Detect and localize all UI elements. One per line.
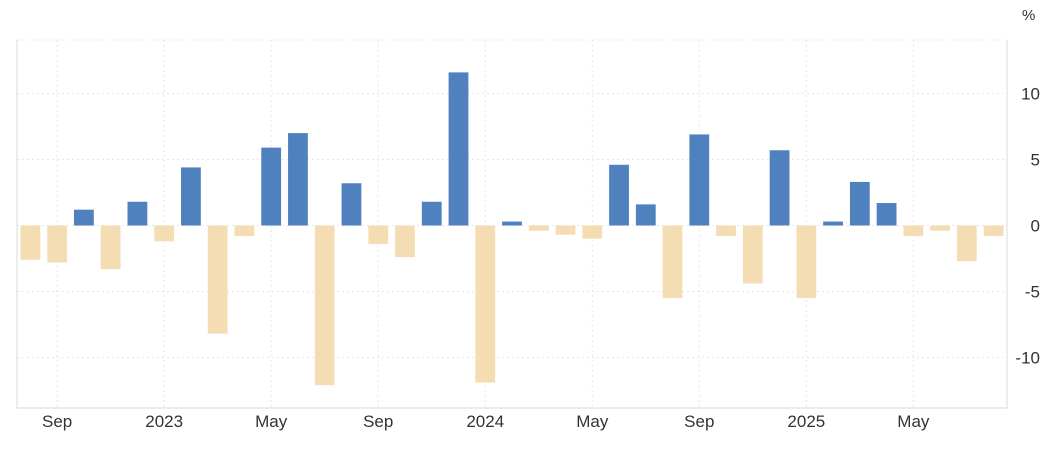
- bar: [421, 201, 442, 226]
- bar: [635, 204, 656, 226]
- bar: [930, 225, 951, 231]
- unit-label: %: [1022, 7, 1035, 24]
- bar: [20, 225, 41, 260]
- bar: [207, 225, 228, 334]
- bar: [395, 225, 415, 258]
- bar: [876, 203, 897, 226]
- bar: [983, 225, 1004, 237]
- x-tick-label: 2025: [787, 412, 825, 431]
- bar-layer: [20, 72, 1004, 386]
- y-tick-label: 5: [1031, 151, 1040, 170]
- y-tick-label: -5: [1025, 283, 1040, 302]
- x-tick-label: Sep: [363, 412, 393, 431]
- bar: [154, 225, 175, 242]
- bar: [448, 72, 469, 226]
- bar: [903, 225, 924, 237]
- x-tick-label: Sep: [42, 412, 72, 431]
- axis-layer: 10 5 0 -5 -10 Sep 2023 May Sep 2024 May Sep 2025 May: [16, 40, 1040, 431]
- bar: [582, 225, 603, 239]
- bar: [823, 221, 843, 226]
- bar: [716, 225, 736, 237]
- bar: [849, 181, 870, 226]
- bar: [47, 225, 68, 263]
- bar: [528, 225, 549, 231]
- bar: [127, 201, 148, 226]
- x-tick-label: May: [576, 412, 609, 431]
- bar: [742, 225, 763, 284]
- y-tick-label: 0: [1031, 217, 1040, 236]
- bar: [100, 225, 121, 270]
- bar: [341, 183, 362, 226]
- x-tick-label: May: [897, 412, 930, 431]
- y-tick-label: 10: [1021, 85, 1040, 104]
- x-tick-label: 2024: [466, 412, 504, 431]
- x-tick-label: Sep: [684, 412, 714, 431]
- bar: [314, 225, 335, 386]
- bar: [368, 225, 389, 244]
- y-tick-label: -10: [1015, 349, 1040, 368]
- bar: [956, 225, 977, 262]
- bar: [796, 225, 817, 299]
- bar: [769, 150, 790, 226]
- bar: [73, 209, 94, 226]
- bar: [288, 133, 308, 226]
- x-tick-label: 2023: [145, 412, 183, 431]
- bar: [475, 225, 496, 383]
- x-tick-label: May: [255, 412, 288, 431]
- bar: [261, 147, 282, 226]
- bar: [234, 225, 255, 237]
- bar: [662, 225, 683, 299]
- bar: [609, 164, 629, 226]
- bar: [181, 167, 201, 226]
- bar: [555, 225, 576, 235]
- bar: [502, 221, 522, 226]
- bar: [689, 134, 710, 226]
